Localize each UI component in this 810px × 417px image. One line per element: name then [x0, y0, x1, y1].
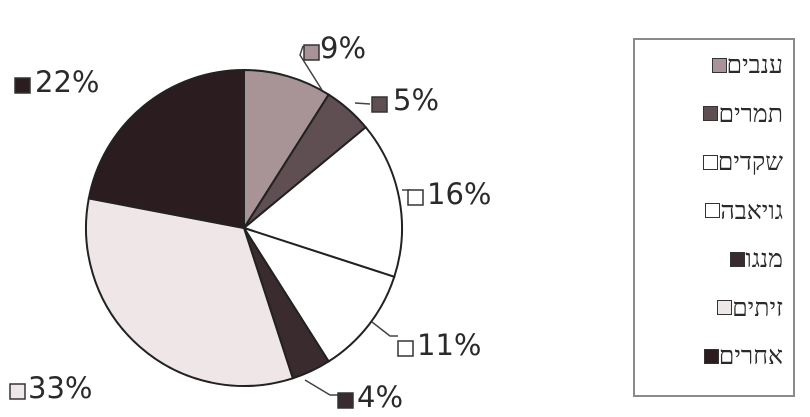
- pie-slice: [87, 68, 245, 230]
- data-label-swatch: [407, 189, 424, 206]
- legend-item: ענבים: [707, 45, 783, 85]
- data-label-swatch: [371, 96, 388, 113]
- legend-item: זיתים: [712, 288, 783, 328]
- data-label: 33%: [28, 371, 92, 405]
- legend: ענבים תמרים שקדים גויאבה מנגו זיתים אחרים: [633, 38, 795, 397]
- legend-swatch: [711, 57, 727, 73]
- legend-label: מנגו: [745, 244, 783, 273]
- data-label-swatch: [9, 383, 26, 400]
- legend-item: תמרים: [698, 94, 783, 134]
- legend-label: שקדים: [717, 147, 783, 176]
- data-label-swatch: [397, 340, 414, 357]
- legend-label: תמרים: [718, 98, 783, 128]
- legend-item: אחרים: [699, 336, 783, 376]
- legend-item: מנגו: [725, 239, 783, 279]
- leader-line: [304, 379, 338, 396]
- legend-label: ענבים: [726, 50, 783, 79]
- data-label: 4%: [357, 380, 403, 414]
- legend-item: שקדים: [698, 142, 783, 182]
- pie-chart: 9% 5% 16% 11% 4% 33% 22%: [9, 31, 491, 414]
- pie-slice: [241, 125, 403, 279]
- data-label: 16%: [427, 177, 491, 211]
- leader-line: [299, 45, 323, 91]
- legend-label: אחרים: [718, 341, 783, 370]
- data-label: 22%: [35, 65, 99, 99]
- legend-swatch: [703, 348, 719, 364]
- legend-swatch: [730, 251, 746, 267]
- data-label-swatch: [14, 77, 31, 94]
- legend-swatch: [702, 154, 718, 170]
- data-label: 5%: [393, 83, 439, 117]
- leader-line: [354, 102, 371, 105]
- legend-swatch: [705, 203, 721, 218]
- legend-label: זיתים: [732, 292, 783, 322]
- data-label-swatch: [337, 392, 354, 409]
- legend-swatch: [703, 106, 719, 121]
- data-label-swatch: [303, 44, 320, 61]
- leader-line: [371, 321, 398, 337]
- pie-slice: [85, 197, 295, 387]
- legend-label: גויאבה: [720, 195, 783, 225]
- legend-item: גויאבה: [700, 191, 783, 231]
- pie-slice: [241, 226, 396, 363]
- data-label: 11%: [417, 328, 481, 362]
- data-label: 9%: [320, 31, 366, 65]
- pie-slice: [243, 68, 331, 232]
- legend-swatch: [717, 300, 733, 315]
